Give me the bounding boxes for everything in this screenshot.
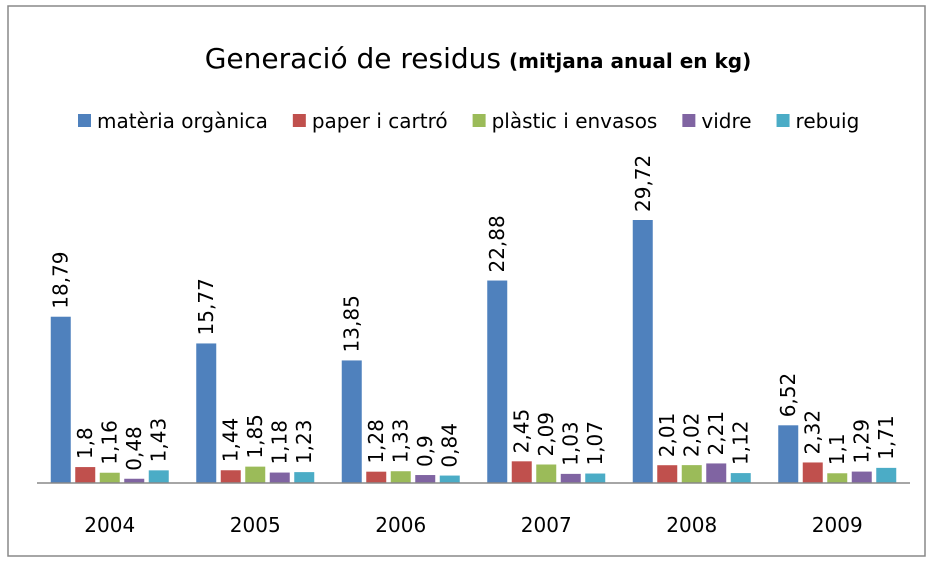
bar — [730, 473, 751, 483]
bar — [294, 472, 315, 483]
value-label: 0,84 — [438, 423, 462, 468]
bar — [827, 473, 848, 483]
bar — [560, 473, 581, 483]
value-label: 1,23 — [292, 420, 316, 465]
bar — [390, 471, 411, 483]
bar — [148, 470, 169, 483]
x-tick-label: 2009 — [812, 513, 863, 537]
x-tick-label: 2008 — [666, 513, 717, 537]
value-label: 13,85 — [340, 295, 364, 352]
value-label: 1,03 — [559, 421, 583, 466]
bar — [681, 465, 702, 483]
value-label: 1,07 — [583, 421, 607, 466]
value-label: 1,33 — [389, 419, 413, 464]
bar — [487, 280, 508, 483]
legend-label: matèria orgànica — [97, 109, 268, 133]
legend-swatch — [292, 114, 306, 127]
value-label: 1,18 — [268, 420, 292, 465]
bar — [99, 472, 120, 483]
x-tick-label: 2006 — [375, 513, 426, 537]
bar — [75, 467, 96, 483]
bar — [220, 470, 241, 483]
value-label: 18,79 — [49, 251, 73, 308]
value-label: 1,8 — [73, 427, 97, 459]
value-label: 1,1 — [825, 433, 849, 465]
bar — [50, 316, 71, 483]
bar — [778, 425, 799, 483]
value-label: 2,09 — [534, 412, 558, 457]
chart-title: Generació de residus — [205, 42, 501, 75]
bar — [269, 472, 290, 483]
bar — [876, 467, 897, 483]
bar — [706, 463, 727, 483]
legend-swatch — [472, 114, 486, 127]
value-label: 1,44 — [219, 418, 243, 463]
value-label: 22,88 — [485, 215, 509, 272]
x-tick-label: 2007 — [521, 513, 572, 537]
value-label: 1,16 — [98, 420, 122, 465]
value-label: 2,21 — [704, 411, 728, 456]
bar — [341, 360, 362, 483]
value-label: 6,52 — [776, 373, 800, 418]
bar — [124, 478, 145, 483]
bar — [366, 471, 387, 483]
value-label: 1,71 — [874, 415, 898, 460]
bar — [851, 471, 872, 483]
x-tick-label: 2004 — [84, 513, 135, 537]
x-tick-label: 2005 — [230, 513, 281, 537]
value-label: 29,72 — [631, 155, 655, 212]
bar — [802, 462, 823, 483]
value-label: 1,43 — [147, 418, 171, 463]
value-label: 1,29 — [850, 419, 874, 464]
bar — [439, 475, 460, 483]
value-label: 1,85 — [243, 414, 267, 459]
bar — [536, 464, 557, 483]
bar — [511, 461, 532, 483]
chart-subtitle: (mitjana anual en kg) — [509, 49, 751, 73]
bar — [415, 475, 436, 483]
bar — [632, 220, 653, 483]
bar — [657, 465, 678, 483]
value-label: 1,28 — [364, 419, 388, 464]
value-label: 2,32 — [801, 410, 825, 455]
chart-frame — [7, 5, 926, 557]
value-label: 1,12 — [729, 421, 753, 466]
bar — [585, 473, 606, 483]
value-label: 15,77 — [194, 278, 218, 335]
chart-title-group: Generació de residus (mitjana anual en kg… — [205, 42, 752, 75]
value-label: 2,45 — [510, 409, 534, 454]
legend-label: paper i cartró — [312, 109, 448, 133]
legend-swatch — [78, 114, 91, 127]
legend-swatch — [682, 114, 696, 127]
value-label: 0,48 — [122, 426, 146, 471]
bar — [196, 343, 217, 483]
value-label: 0,9 — [413, 435, 437, 467]
value-label: 2,02 — [680, 413, 704, 458]
legend-swatch — [776, 114, 790, 127]
bar — [245, 466, 266, 483]
legend-label: rebuig — [796, 109, 860, 133]
legend-label: vidre — [701, 109, 751, 133]
value-label: 2,01 — [655, 413, 679, 458]
legend-label: plàstic i envasos — [492, 109, 658, 133]
